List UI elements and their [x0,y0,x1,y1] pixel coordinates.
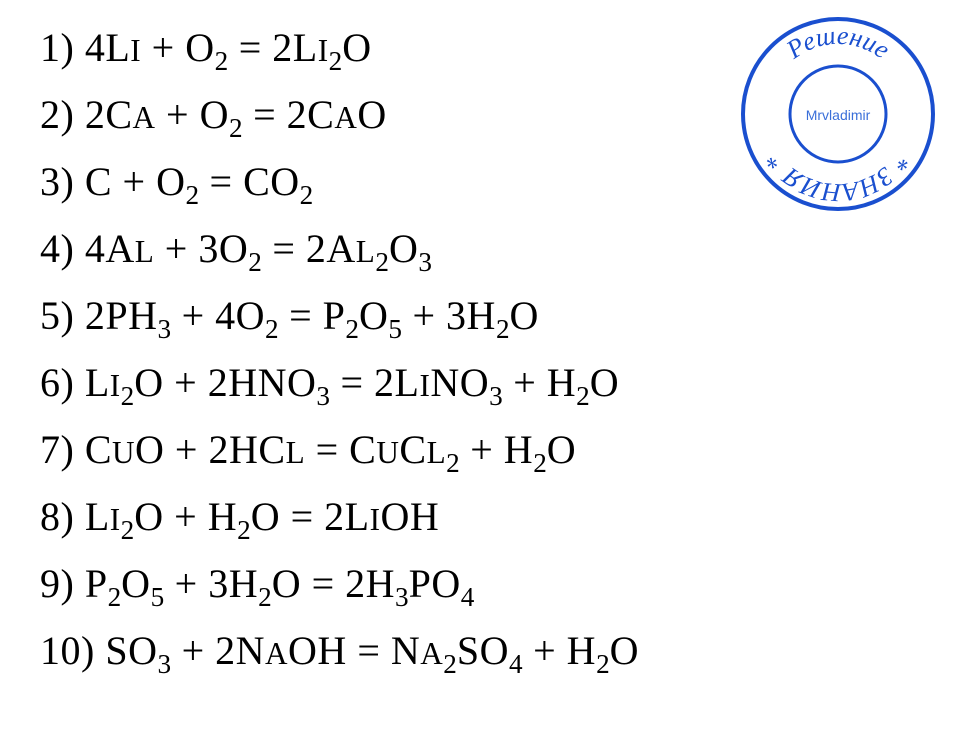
equation-body: CuO + 2HCl = CuCl2 + H2O [85,427,576,472]
stamp-inner-text: Mrvladimir [806,107,871,123]
equation-number: 10) [40,628,95,673]
equation-7: 7) CuO + 2HCl = CuCl2 + H2O [40,430,942,470]
equation-6: 6) Li2O + 2HNO3 = 2LiNO3 + H2O [40,363,942,403]
equation-5: 5) 2PH3 + 4O2 = P2O5 + 3H2O [40,296,942,336]
equation-number: 4) [40,226,74,271]
equation-body: P2O5 + 3H2O = 2H3PO4 [85,561,475,606]
equation-number: 9) [40,561,74,606]
equation-number: 3) [40,159,74,204]
equation-body: 4Al + 3O2 = 2Al2O3 [85,226,432,271]
equation-body: SO3 + 2NaOH = Na2SO4 + H2O [105,628,639,673]
equation-8: 8) Li2O + H2O = 2LiOH [40,497,942,537]
equation-number: 7) [40,427,74,472]
equation-9: 9) P2O5 + 3H2O = 2H3PO4 [40,564,942,604]
equation-number: 5) [40,293,74,338]
equation-number: 6) [40,360,74,405]
equation-number: 8) [40,494,74,539]
equation-body: Li2O + H2O = 2LiOH [85,494,439,539]
equation-10: 10) SO3 + 2NaOH = Na2SO4 + H2O [40,631,942,671]
equation-number: 1) [40,25,74,70]
equation-body: C + O2 = CO2 [85,159,313,204]
equation-body: Li2O + 2HNO3 = 2LiNO3 + H2O [85,360,619,405]
equation-body: 2Ca + O2 = 2CaO [85,92,387,137]
equation-body: 4Li + O2 = 2Li2O [85,25,372,70]
stamp-text-bottom: * ЗНАНИЯ * [760,148,916,208]
equation-4: 4) 4Al + 3O2 = 2Al2O3 [40,229,942,269]
equation-body: 2PH3 + 4O2 = P2O5 + 3H2O [85,293,539,338]
stamp: Решение * ЗНАНИЯ * Mrvladimir [738,14,938,214]
equation-number: 2) [40,92,74,137]
